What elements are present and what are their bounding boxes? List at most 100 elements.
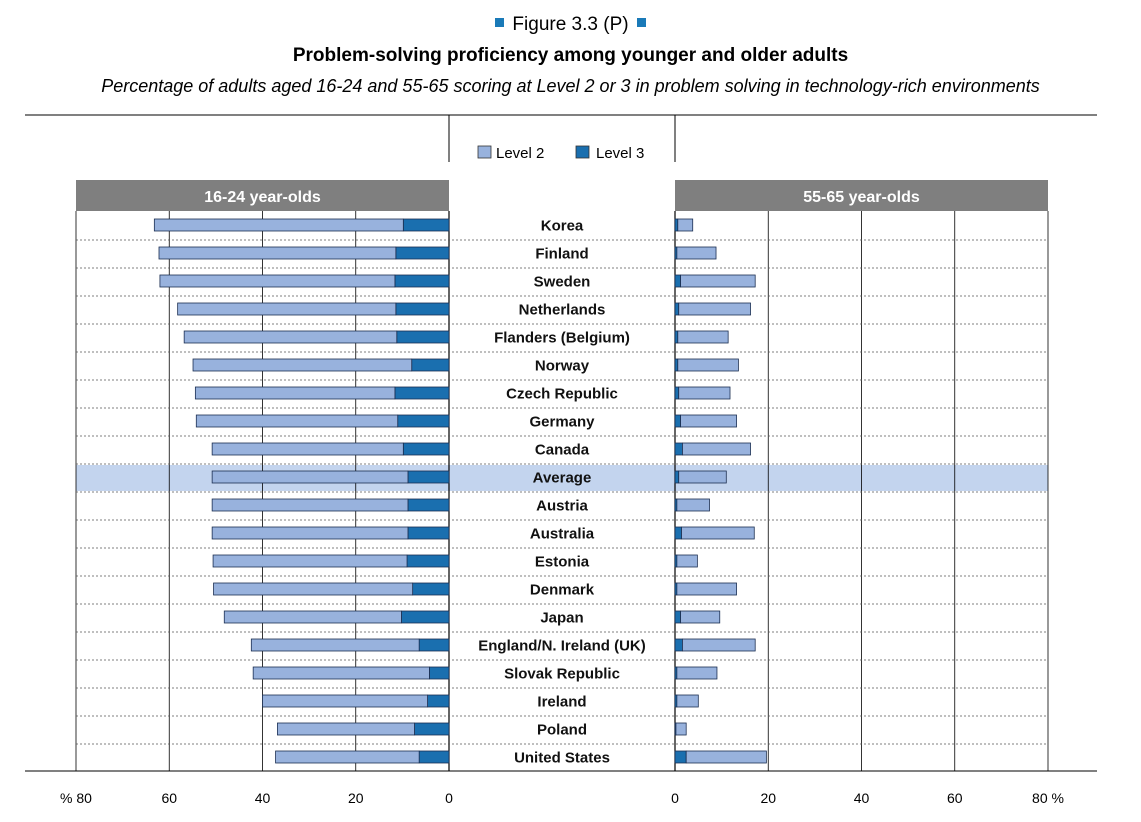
bar-right-level3: [674, 442, 683, 456]
bar-left-level2: [211, 526, 409, 540]
bar-left-level2: [211, 470, 409, 484]
bar-left-level2: [223, 610, 402, 624]
bar-left-level3: [394, 386, 450, 400]
x-tick-label-right: 60: [947, 790, 963, 806]
bar-left-level3: [411, 358, 450, 372]
category-label: Poland: [537, 722, 587, 739]
bar-left-level2: [194, 386, 396, 400]
x-tick-label-right: 80 %: [1032, 790, 1064, 806]
bar-left-level3: [406, 554, 450, 568]
bar-left-level3: [407, 498, 450, 512]
legend-label-level3: Level 3: [596, 145, 644, 162]
bar-left-level2: [183, 330, 398, 344]
bar-left-level3: [418, 638, 450, 652]
bar-right-level2: [676, 246, 717, 260]
panel-header-right: [675, 180, 1048, 211]
bar-right-level2: [678, 302, 751, 316]
bar-right-level2: [682, 442, 751, 456]
category-label: Flanders (Belgium): [494, 330, 630, 347]
x-tick-label-left: 40: [255, 790, 271, 806]
bar-right-level2: [685, 750, 767, 764]
x-tick-label-right: 0: [671, 790, 679, 806]
figure-marker-icon: [495, 18, 505, 28]
bar-left-level2: [159, 274, 396, 288]
bar-left-level3: [394, 274, 450, 288]
panel-title-right: 55-65 year-olds: [803, 189, 920, 206]
figure-marker-icon: [636, 18, 646, 28]
category-label: Finland: [535, 246, 588, 263]
bar-left-level3: [429, 666, 450, 680]
bar-left-level2: [213, 582, 414, 596]
bar-left-level3: [427, 694, 450, 708]
bar-left-level2: [262, 694, 428, 708]
category-label: Czech Republic: [506, 386, 618, 403]
bar-left-level2: [211, 498, 409, 512]
panel-header-left: [76, 180, 449, 211]
bar-right-level2: [676, 582, 737, 596]
bar-right-level3: [674, 470, 680, 484]
category-label: Norway: [535, 358, 590, 375]
chart-subtitle: Percentage of adults aged 16-24 and 55-6…: [101, 76, 1040, 96]
bar-left-level3: [414, 722, 450, 736]
legend-swatch-level2: [477, 145, 492, 159]
category-label: Germany: [529, 414, 595, 431]
x-tick-label-right: 20: [760, 790, 776, 806]
bar-left-level3: [418, 750, 450, 764]
bar-left-level2: [250, 638, 420, 652]
category-label: Denmark: [530, 582, 595, 599]
bar-left-level2: [153, 218, 404, 232]
bar-right-level2: [678, 470, 727, 484]
bar-left-level3: [396, 330, 450, 344]
category-label: United States: [514, 750, 610, 767]
bar-right-level2: [680, 610, 721, 624]
bar-right-level2: [676, 666, 718, 680]
bar-right-level3: [674, 330, 679, 344]
bar-right-level2: [676, 694, 699, 708]
bar-right-level2: [681, 526, 755, 540]
figure-label: Figure 3.3 (P): [0, 14, 1141, 36]
x-tick-label-left: 60: [161, 790, 177, 806]
bar-left-level3: [407, 526, 450, 540]
category-label: Canada: [535, 442, 590, 459]
bar-left-level2: [211, 442, 404, 456]
chart-title: Problem-solving proficiency among younge…: [292, 45, 849, 66]
category-label: Average: [533, 470, 592, 487]
bar-left-level2: [252, 666, 430, 680]
bar-right-level3: [674, 638, 683, 652]
bar-left-level3: [401, 610, 450, 624]
bar-right-level2: [680, 274, 756, 288]
bar-left-level3: [395, 302, 450, 316]
legend-label-level2: Level 2: [496, 145, 544, 162]
bar-right-level3: [674, 218, 679, 232]
bar-left-level3: [402, 442, 450, 456]
figure-label-text: Figure 3.3 (P): [512, 14, 629, 35]
category-label: Korea: [541, 218, 584, 235]
bar-right-level3: [674, 274, 681, 288]
bar-left-level3: [397, 414, 450, 428]
x-tick-label-left: 0: [445, 790, 453, 806]
legend-swatch-level3: [575, 145, 590, 159]
bar-right-level2: [680, 414, 737, 428]
bar-right-level3: [674, 610, 681, 624]
bar-right-level2: [678, 386, 731, 400]
bar-right-level3: [674, 414, 681, 428]
x-tick-label-left: 20: [348, 790, 364, 806]
bar-right-level3: [674, 526, 682, 540]
bar-left-level3: [407, 470, 450, 484]
category-label: Sweden: [534, 274, 591, 291]
panel-title-left: 16-24 year-olds: [204, 189, 321, 206]
bar-right-level3: [674, 358, 679, 372]
bar-right-level2: [677, 358, 739, 372]
bar-right-level2: [676, 554, 698, 568]
x-tick-label-right: 40: [854, 790, 870, 806]
category-label: Slovak Republic: [504, 666, 620, 683]
bar-left-level2: [195, 414, 399, 428]
bar-right-level2: [682, 638, 756, 652]
bar-left-level2: [177, 302, 397, 316]
category-label: Netherlands: [519, 302, 606, 319]
category-label: Ireland: [537, 694, 586, 711]
bar-left-level2: [212, 554, 408, 568]
category-label: Austria: [536, 498, 588, 515]
bar-right-level3: [674, 386, 680, 400]
